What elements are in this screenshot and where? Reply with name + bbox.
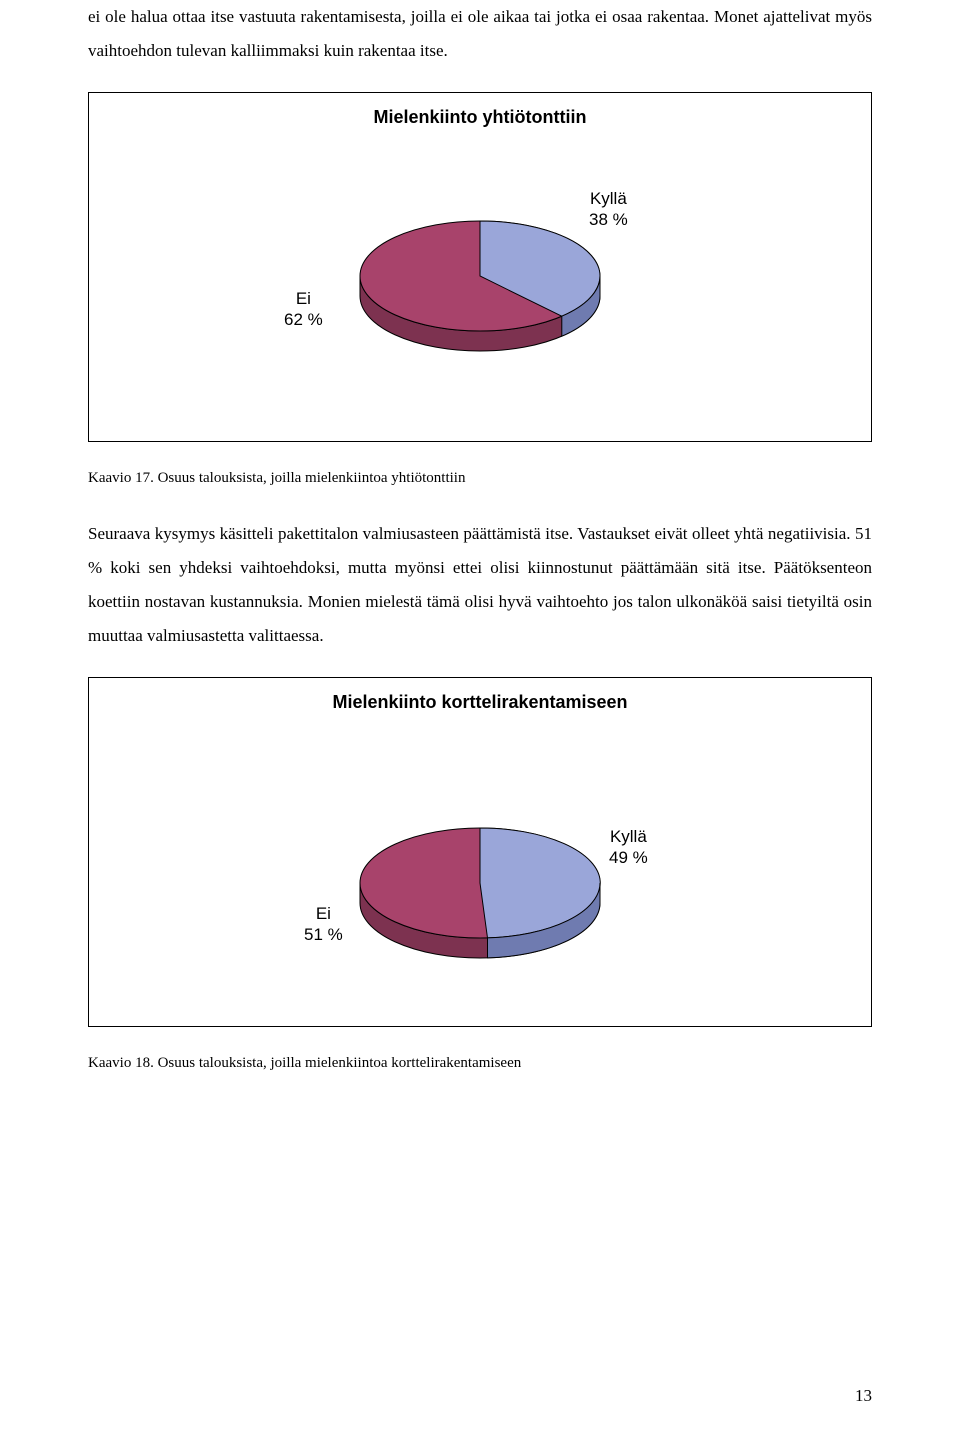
chart-1-container: Mielenkiinto yhtiötonttiin Kyllä 38 % Ei… [88,92,872,442]
page-number: 13 [855,1386,872,1406]
chart-2-title: Mielenkiinto korttelirakentamiseen [89,692,871,713]
chart-2-label-ei: Ei 51 % [304,903,343,946]
chart-1-pie [340,201,620,376]
chart-1-title: Mielenkiinto yhtiötonttiin [89,107,871,128]
chart-1-label-ei: Ei 62 % [284,288,323,331]
body-paragraph: Seuraava kysymys käsitteli pakettitalon … [88,517,872,653]
chart-2-pie [340,808,620,983]
intro-paragraph: ei ole halua ottaa itse vastuuta rakenta… [88,0,872,68]
chart-1-label-kylla: Kyllä 38 % [589,188,628,231]
pie-3d-icon [340,808,620,978]
chart-2-caption: Kaavio 18. Osuus talouksista, joilla mie… [88,1055,872,1072]
chart-2-label-kylla: Kyllä 49 % [609,826,648,869]
chart-1-caption: Kaavio 17. Osuus talouksista, joilla mie… [88,470,872,487]
pie-3d-icon [340,201,620,371]
chart-2-container: Mielenkiinto korttelirakentamiseen Kyllä… [88,677,872,1027]
